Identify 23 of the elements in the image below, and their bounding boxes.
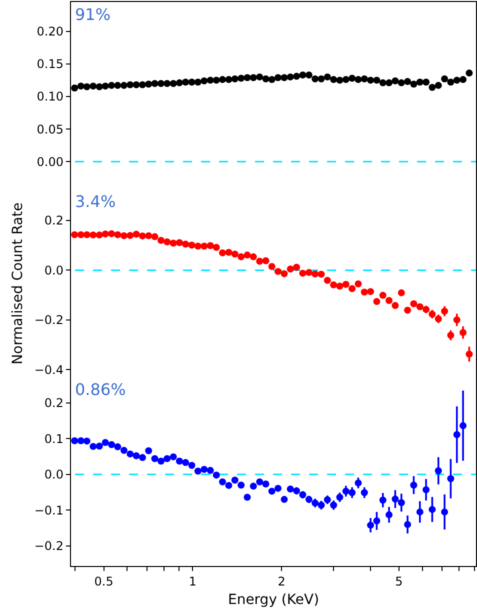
- y-tick-label: 0.10: [36, 90, 64, 104]
- y-tick-label: −0.4: [34, 362, 64, 377]
- annotation: 0.86%: [75, 380, 126, 399]
- y-tick-label: 0.00: [36, 154, 64, 169]
- x-tick-label: 2: [278, 574, 286, 588]
- x-axis-title: Energy (KeV): [228, 592, 320, 608]
- y-tick-label: 0.05: [36, 122, 64, 136]
- y-axis-title: Normalised Count Rate: [10, 202, 26, 364]
- annotation: 91%: [75, 5, 111, 24]
- x-tick-label: 1: [188, 574, 196, 588]
- y-tick-label: 0.1: [44, 432, 64, 446]
- x-tick-label: 5: [395, 574, 403, 588]
- y-tick-label: −0.1: [34, 503, 64, 518]
- y-tick-label: 0.2: [44, 214, 64, 228]
- y-tick-label: 0.15: [36, 57, 64, 72]
- y-tick-label: 0.0: [44, 468, 64, 482]
- x-tick-label: 0.5: [94, 574, 114, 588]
- y-tick-label: 0.2: [44, 396, 64, 410]
- y-tick-label: −0.2: [34, 313, 64, 328]
- y-tick-label: 0.0: [44, 263, 64, 278]
- annotation: 3.4%: [75, 192, 116, 211]
- y-tick-label: 0.20: [36, 24, 64, 39]
- y-tick-label: −0.2: [34, 539, 64, 554]
